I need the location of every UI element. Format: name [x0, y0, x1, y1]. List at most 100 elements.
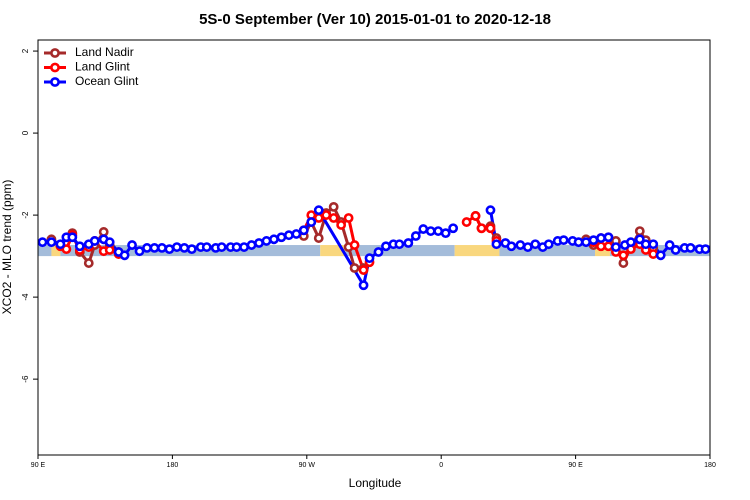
- data-point: [522, 242, 533, 252]
- data-point: [313, 233, 324, 243]
- chart-title: 5S-0 September (Ver 10) 2015-01-01 to 20…: [199, 11, 551, 28]
- data-point: [104, 245, 115, 255]
- y-tick-label: -4: [21, 293, 30, 301]
- x-tick-label: 0: [439, 462, 443, 469]
- data-point: [313, 213, 324, 223]
- y-tick-label: 0: [21, 130, 30, 135]
- data-point: [119, 250, 130, 261]
- data-point: [83, 258, 94, 268]
- data-point: [634, 226, 645, 236]
- data-point: [603, 241, 614, 252]
- data-point: [321, 210, 332, 221]
- y-tick-label: -2: [21, 211, 30, 219]
- data-point: [61, 244, 72, 255]
- y-axis-label: XCO2 - MLO trend (ppm): [0, 180, 14, 315]
- legend-marker: [50, 48, 60, 58]
- surface-band: [345, 245, 455, 257]
- data-point: [171, 242, 182, 252]
- data-point: [306, 217, 317, 227]
- data-point: [448, 223, 459, 234]
- data-point: [664, 240, 675, 250]
- data-point: [470, 211, 481, 221]
- data-point: [179, 243, 190, 253]
- data-point: [515, 240, 526, 250]
- data-point: [648, 249, 659, 259]
- data-point: [269, 234, 279, 245]
- data-point: [634, 234, 645, 245]
- data-point: [37, 237, 48, 248]
- data-point: [596, 241, 606, 252]
- x-axis-label: Longitude: [349, 476, 402, 490]
- data-point: [640, 239, 651, 250]
- data-point: [216, 242, 227, 252]
- data-point: [67, 232, 78, 243]
- x-tick-label: 90 W: [299, 462, 316, 469]
- data-point: [186, 244, 197, 255]
- data-point: [127, 240, 137, 250]
- data-point: [298, 225, 309, 236]
- data-point: [328, 213, 339, 223]
- data-point: [328, 202, 339, 212]
- surface-band: [454, 245, 500, 257]
- data-point: [410, 231, 421, 241]
- data-point: [530, 239, 541, 250]
- data-point: [440, 228, 451, 239]
- data-point: [418, 224, 429, 234]
- data-point: [134, 246, 145, 257]
- data-point: [394, 239, 405, 250]
- data-point: [276, 232, 287, 243]
- data-point: [625, 237, 636, 248]
- legend-label: Ocean Glint: [75, 74, 139, 88]
- data-point: [104, 237, 115, 248]
- data-point: [476, 223, 487, 234]
- data-point: [46, 237, 57, 248]
- data-point: [618, 258, 629, 268]
- surface-band: [320, 245, 346, 257]
- data-point: [149, 243, 160, 253]
- data-point: [254, 238, 264, 248]
- legend-label: Land Glint: [75, 60, 130, 74]
- data-point: [343, 213, 354, 223]
- data-point: [685, 243, 696, 253]
- data-point: [231, 242, 242, 252]
- data-point: [403, 238, 414, 248]
- data-point: [246, 240, 257, 250]
- data-point: [596, 233, 606, 243]
- y-tick-label: 2: [21, 48, 30, 53]
- x-tick-label: 180: [167, 462, 179, 469]
- x-tick-label: 90 E: [568, 462, 583, 469]
- legend-label: Land Nadir: [75, 45, 134, 59]
- data-point: [164, 244, 175, 255]
- data-point: [603, 232, 614, 243]
- data-point: [349, 263, 360, 273]
- data-point: [588, 235, 599, 246]
- x-tick-label: 180: [704, 462, 716, 469]
- data-point: [74, 241, 85, 252]
- data-point: [433, 226, 444, 236]
- data-point: [543, 239, 554, 250]
- data-point: [491, 239, 502, 250]
- data-point: [261, 236, 272, 246]
- data-point: [364, 253, 375, 264]
- data-point: [461, 217, 472, 227]
- data-point: [373, 247, 384, 257]
- data-point: [655, 250, 666, 261]
- data-point: [239, 242, 249, 252]
- data-point: [89, 236, 100, 246]
- data-point: [283, 230, 294, 241]
- data-point: [358, 265, 369, 275]
- legend-marker: [50, 62, 60, 73]
- data-point: [381, 241, 391, 252]
- data-point: [336, 220, 347, 230]
- surface-band: [38, 245, 52, 257]
- data-point: [313, 205, 324, 216]
- y-tick-label: -6: [21, 375, 30, 383]
- data-point: [700, 244, 711, 255]
- data-point: [485, 205, 496, 216]
- data-point: [670, 245, 681, 255]
- data-point: [485, 223, 496, 234]
- legend-marker: [50, 77, 60, 87]
- x-tick-label: 90 E: [31, 462, 46, 469]
- data-point: [558, 235, 569, 246]
